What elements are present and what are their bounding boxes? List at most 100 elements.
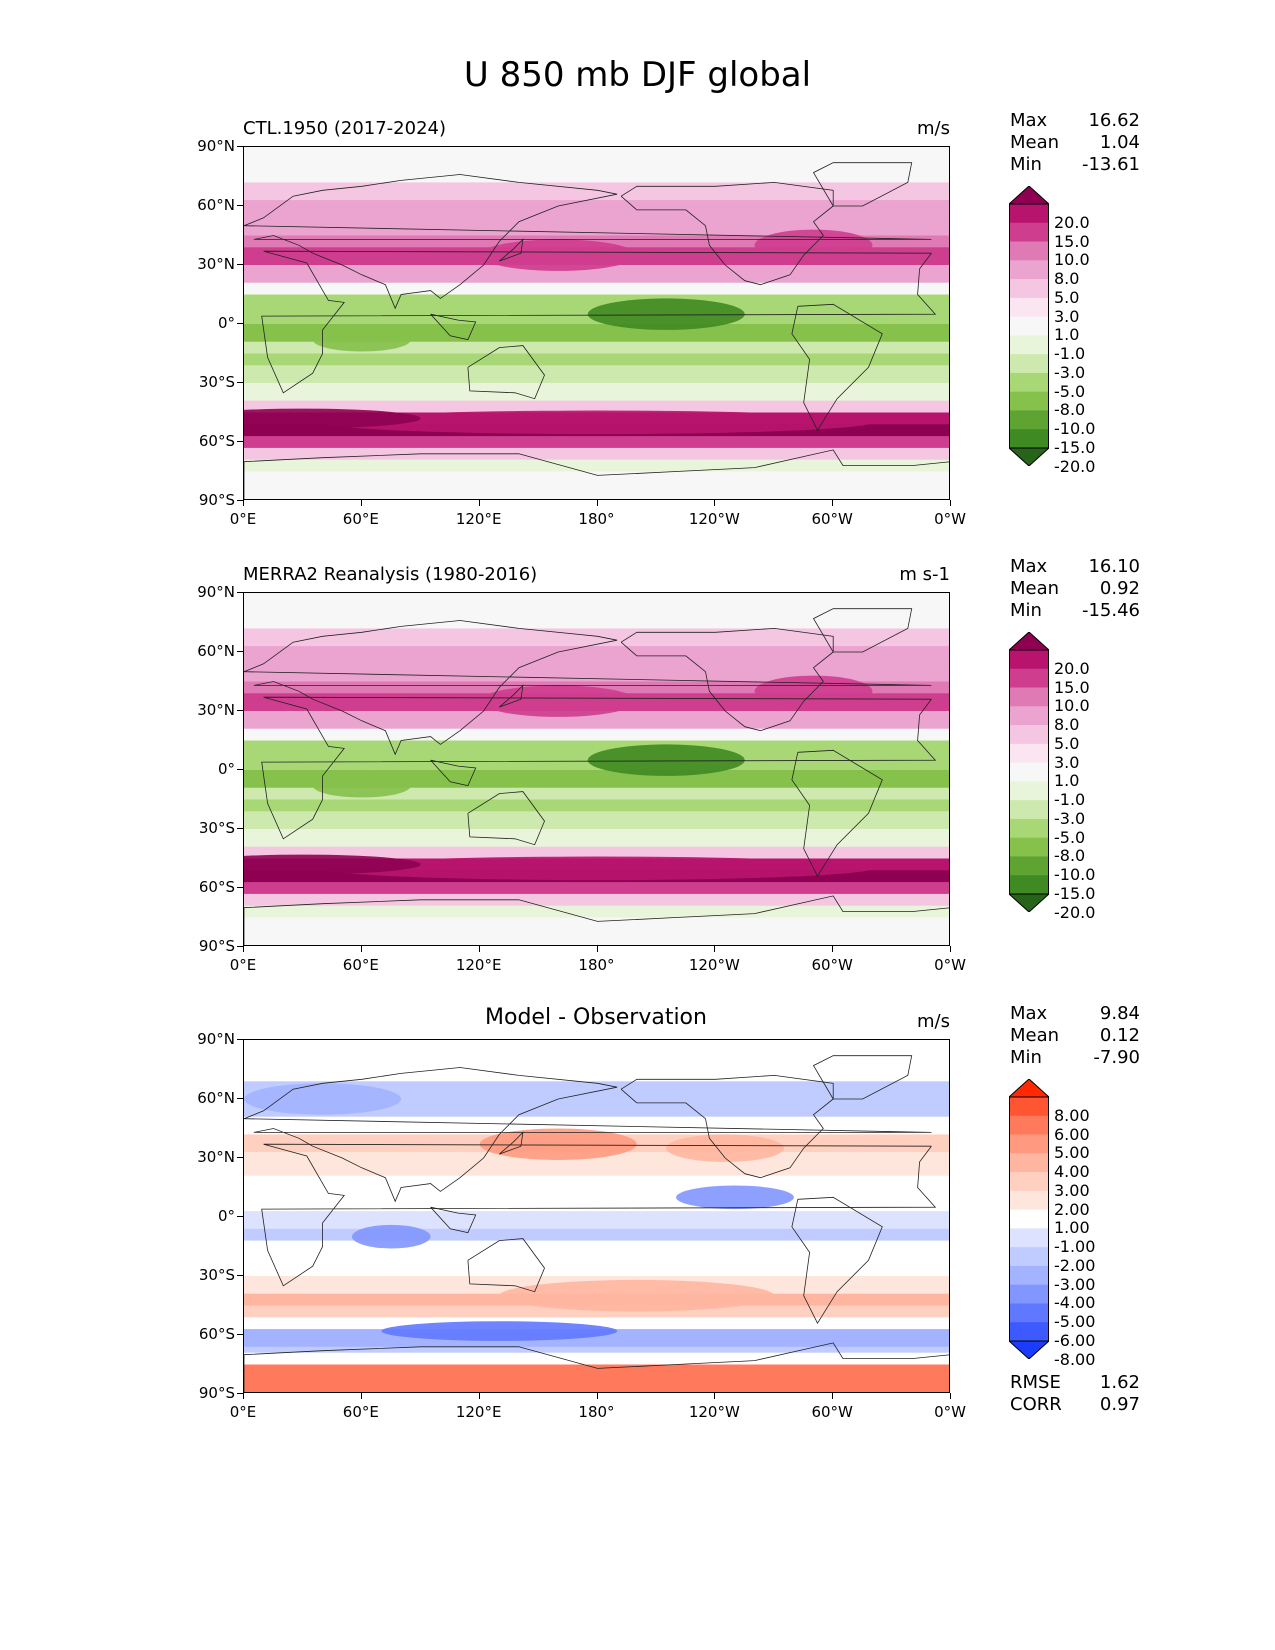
stat-value: -7.90: [1093, 1047, 1140, 1068]
contour-band: [244, 941, 949, 945]
contour-band: [244, 359, 949, 366]
lon-tick-label: 120°W: [688, 510, 740, 528]
stat-row: RMSE 1.62: [1010, 1372, 1140, 1394]
contour-band: [244, 176, 949, 183]
coastline: [244, 895, 949, 945]
lat-tick: [237, 651, 243, 652]
contour-band: [244, 1040, 949, 1047]
units-label: m s-1: [899, 564, 950, 585]
colorbar-segment: [1009, 204, 1049, 224]
coastline: [499, 1131, 524, 1155]
contour-band: [244, 377, 949, 384]
colorbar-tick-label: -10.0: [1054, 419, 1096, 439]
colorbar-segment: [1009, 1153, 1049, 1173]
contour-band: [244, 1199, 949, 1206]
colorbar-tick-label: -4.00: [1054, 1293, 1096, 1313]
contour-field: [244, 1040, 949, 1392]
colorbar-segment: [1009, 1097, 1049, 1117]
lon-tick: [714, 946, 716, 952]
contour-band: [244, 1069, 949, 1076]
stat-row: Min -7.90: [1010, 1047, 1140, 1069]
contour-band: [244, 1051, 949, 1059]
lat-tick: [237, 1157, 243, 1158]
colorbar-tick-label: 4.00: [1054, 1162, 1090, 1182]
stat-row: CORR 0.97: [1010, 1394, 1140, 1416]
stat-row: Min -15.46: [1010, 600, 1140, 622]
lon-tick-label: 180°: [578, 1403, 615, 1421]
contour-band: [244, 911, 949, 918]
contour-band: [244, 1087, 949, 1094]
stat-label: Min: [1010, 154, 1042, 175]
colorbar-tick-label: 5.0: [1054, 733, 1080, 753]
contour-band: [244, 1104, 949, 1112]
contour-band: [244, 663, 949, 671]
lat-tick: [237, 1334, 243, 1335]
stat-label: Max: [1010, 1003, 1048, 1024]
contour-band: [244, 734, 949, 741]
stat-value: 0.92: [1099, 578, 1140, 599]
contour-band: [244, 1240, 949, 1247]
contour-band: [244, 1075, 949, 1082]
contour-band: [244, 1163, 949, 1171]
contour-band: [244, 935, 949, 942]
rmse-corr-box: RMSE 1.62 CORR 0.97: [1010, 1372, 1140, 1416]
colorbar-tick-label: -10.0: [1054, 865, 1096, 885]
stat-label: Mean: [1010, 578, 1060, 599]
colorbar-tick-label: -20.0: [1054, 902, 1096, 922]
lat-tick-label: 0°: [217, 314, 235, 332]
lon-tick-label: 120°W: [688, 956, 740, 974]
stat-label: Min: [1010, 1047, 1042, 1068]
colorbar-segment: [1009, 335, 1049, 355]
contour-band: [244, 746, 949, 753]
colorbar-tick-label: 8.0: [1054, 269, 1080, 289]
lon-tick: [950, 1393, 951, 1399]
colorbar-tick-label: 15.0: [1054, 231, 1090, 251]
coastline: [499, 238, 524, 262]
contour-band: [244, 1376, 949, 1383]
colorbar-segment: [1009, 1115, 1049, 1135]
contour-band: [244, 787, 949, 795]
lat-tick: [237, 592, 243, 593]
lat-tick: [237, 1216, 243, 1217]
lat-tick-label: 90°N: [197, 1030, 235, 1048]
lon-tick: [478, 500, 480, 506]
colorbar-segment: [1009, 1134, 1049, 1154]
lon-tick: [243, 946, 244, 952]
contour-band: [244, 1057, 949, 1065]
colorbar-segment: [1009, 279, 1049, 299]
coastline: [430, 1206, 477, 1234]
contour-band: [244, 834, 949, 842]
lon-tick-label: 0°E: [229, 1403, 257, 1421]
colorbar-segment: [1009, 1303, 1049, 1323]
contour-band: [244, 217, 949, 225]
contour-band: [244, 235, 949, 242]
contour-band: [244, 489, 949, 496]
colorbar-tick-label: -3.00: [1054, 1274, 1096, 1294]
map-panel-obs: [243, 592, 950, 946]
colorbar-tick-label: 5.00: [1054, 1143, 1090, 1163]
stat-value: 0.12: [1099, 1025, 1140, 1046]
lat-tick-label: 0°: [217, 1207, 235, 1225]
colorbar-segment: [1009, 706, 1049, 726]
lon-tick: [596, 946, 598, 952]
lon-tick: [478, 946, 480, 952]
stat-value: -13.61: [1081, 154, 1140, 175]
lat-tick-label: 30°S: [198, 819, 235, 837]
colorbar-segment: [1009, 725, 1049, 745]
contour-band: [244, 465, 949, 472]
colorbar-segment: [1009, 856, 1049, 876]
colorbar-tick-label: 6.00: [1054, 1124, 1090, 1144]
lat-tick-label: 30°S: [198, 1266, 235, 1284]
stats-box: Max 16.10 Mean 0.92 Min -15.46: [1010, 556, 1140, 622]
contour-band: [244, 657, 949, 665]
colorbar-segment: [1009, 1190, 1049, 1210]
colorbar-segment: [1009, 391, 1049, 411]
colorbar-segment: [1009, 429, 1049, 449]
contour-band: [244, 188, 949, 195]
lat-tick-label: 60°S: [198, 432, 235, 450]
lat-tick-label: 30°N: [197, 255, 235, 273]
contour-band: [244, 394, 949, 402]
contour-band: [244, 200, 949, 207]
stat-label: Min: [1010, 600, 1042, 621]
contour-band: [244, 888, 949, 895]
